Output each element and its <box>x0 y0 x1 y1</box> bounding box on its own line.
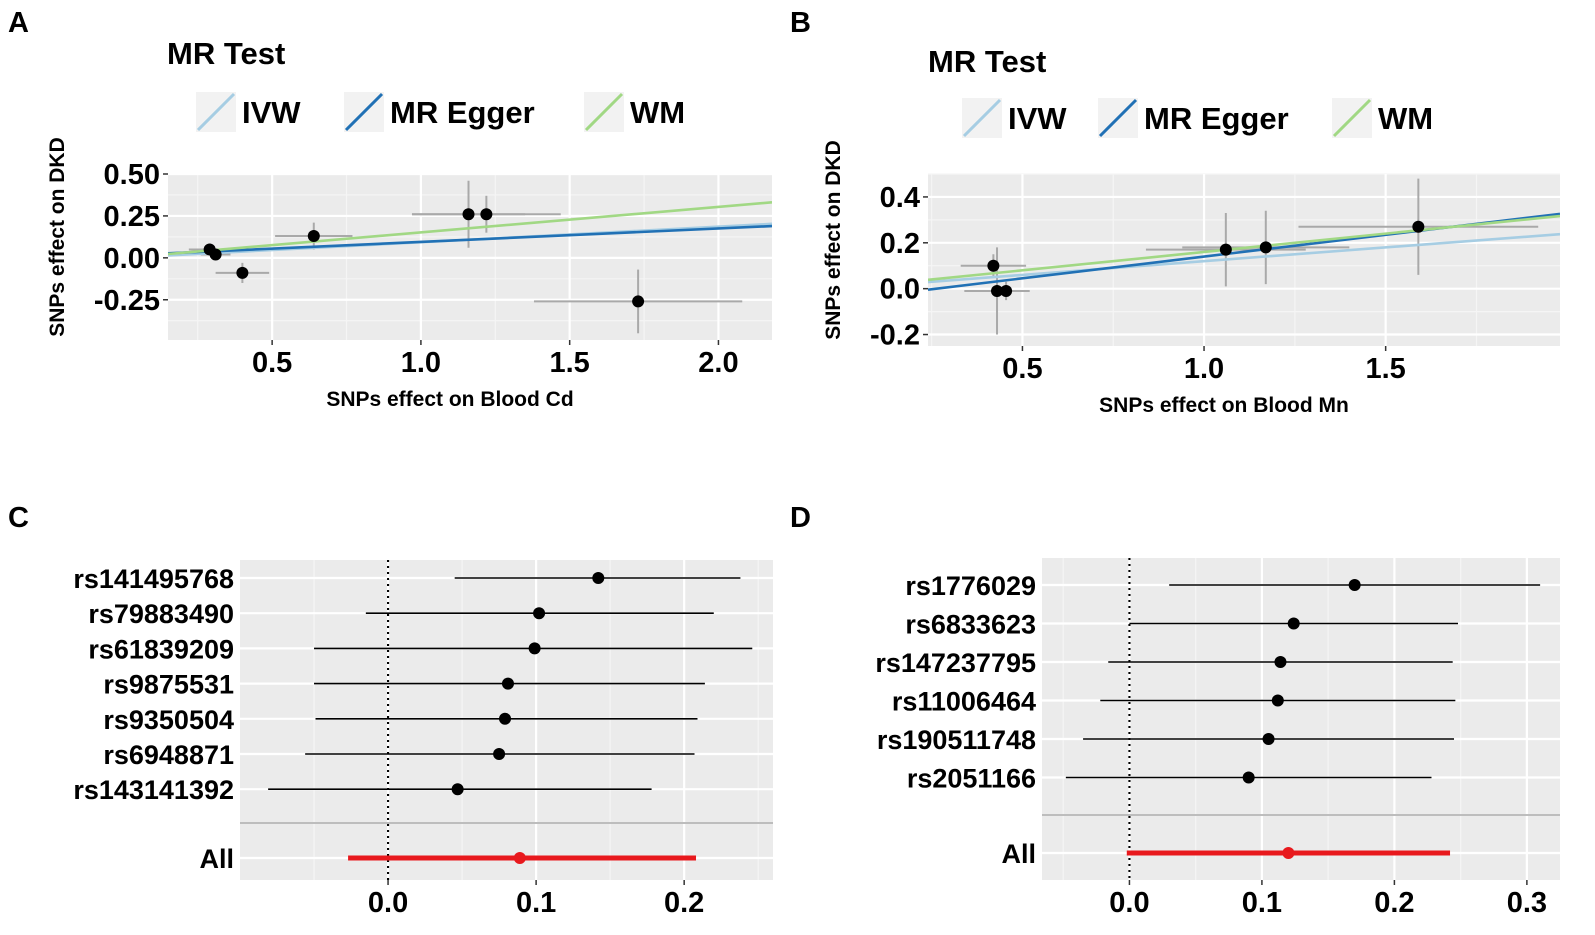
snp-point <box>480 208 493 221</box>
regression-line-wm <box>168 200 772 256</box>
estimate-point <box>1348 579 1361 591</box>
estimate-point <box>528 642 541 655</box>
panel-label: B <box>790 7 811 39</box>
regression-line-mr-egger <box>168 224 772 255</box>
overall-label: All <box>199 844 234 874</box>
panel-a: A MR Test IVW MR Egger WM 0.5 1.0 1.5 2.0 0.50 0.2… <box>8 7 772 411</box>
estimate-point <box>533 607 546 620</box>
estimate-point <box>451 783 464 796</box>
overall-label: All <box>1001 839 1036 869</box>
x-tick-label: 1.0 <box>1184 353 1224 385</box>
legend-title: MR Test <box>928 44 1046 79</box>
legend-label: WM <box>1378 101 1433 136</box>
panel-c: C 0.0 0.1 0.2 rs141495768 rs79883490 rs6183920… <box>8 502 773 919</box>
legend-key-line <box>1098 98 1138 138</box>
overall-estimate-point <box>513 852 526 864</box>
legend-title: MR Test <box>167 36 285 71</box>
snp-label: rs2051166 <box>907 764 1036 794</box>
x-tick-label: 1.0 <box>401 347 441 379</box>
panel-b: B MR Test IVW MR Egger WM 0.5 1.0 1.5 0.4 0.2 0.0 -… <box>790 7 1560 417</box>
snp-label: rs11006464 <box>892 687 1036 717</box>
snp-label: rs141495768 <box>73 564 234 594</box>
overall-estimate-point <box>1282 847 1295 859</box>
x-tick-label: 0.1 <box>1242 887 1282 919</box>
y-tick-label: 0.00 <box>104 243 160 275</box>
estimate-point <box>501 677 514 690</box>
estimate-point <box>1271 694 1284 707</box>
x-tick-label: 0.1 <box>516 887 556 919</box>
snp-label: rs190511748 <box>877 725 1036 755</box>
snp-point <box>1000 284 1013 297</box>
snp-point <box>991 284 1004 297</box>
snp-label: rs61839209 <box>88 634 234 664</box>
y-tick-label: -0.25 <box>94 285 160 317</box>
x-tick-label: 1.5 <box>1365 353 1405 385</box>
plot-area <box>168 180 772 334</box>
y-tick-label: 0.0 <box>880 274 920 306</box>
legend-label: MR Egger <box>1144 101 1289 136</box>
x-tick-label: 0.0 <box>1109 887 1149 919</box>
snp-point <box>1259 241 1272 254</box>
snp-label: rs143141392 <box>73 775 234 805</box>
regression-line-wm <box>928 214 1560 282</box>
x-tick-label: 2.0 <box>698 347 738 379</box>
y-axis-title: SNPs effect on DKD <box>46 137 69 337</box>
plot-panel <box>1042 558 1560 880</box>
estimate-point <box>493 748 506 760</box>
legend-key-line <box>344 92 384 132</box>
estimate-point <box>1274 656 1287 668</box>
legend-key-line <box>196 92 236 132</box>
y-tick-label: 0.2 <box>880 228 920 260</box>
legend-label: MR Egger <box>390 95 535 130</box>
estimate-point <box>1287 617 1300 630</box>
y-tick-label: 0.50 <box>104 159 160 191</box>
panel-label: C <box>8 502 29 534</box>
y-tick-label: 0.25 <box>104 201 160 233</box>
legend-label: IVW <box>1008 101 1067 136</box>
x-tick-label: 0.3 <box>1507 887 1547 919</box>
snp-label: rs9875531 <box>103 670 234 700</box>
legend-label: IVW <box>242 95 301 130</box>
plot-panel <box>928 174 1560 346</box>
plot-area <box>928 178 1560 335</box>
y-tick-label: -0.2 <box>870 320 920 352</box>
x-tick-label: 1.5 <box>550 347 590 379</box>
snp-point <box>462 208 475 221</box>
snp-label: rs79883490 <box>88 599 234 629</box>
legend-label: WM <box>630 95 685 130</box>
x-tick-label: 0.5 <box>252 347 292 379</box>
legend-key-line <box>1332 98 1372 138</box>
estimate-point <box>1262 733 1275 745</box>
x-axis-title: SNPs effect on Blood Mn <box>1099 394 1349 417</box>
panel-label: A <box>8 7 29 39</box>
legend-key-line <box>584 92 624 132</box>
snp-point <box>307 230 320 243</box>
y-axis-title: SNPs effect on DKD <box>822 140 845 340</box>
snp-label: rs6948871 <box>103 740 234 770</box>
y-tick-label: 0.4 <box>880 182 920 214</box>
snp-point <box>1219 243 1232 256</box>
snp-label: rs9350504 <box>103 705 234 735</box>
x-axis-title: SNPs effect on Blood Cd <box>326 388 573 411</box>
x-tick-label: 0.2 <box>1374 887 1414 919</box>
snp-point <box>632 295 645 308</box>
legend-key-line <box>962 98 1002 138</box>
estimate-point <box>592 572 605 584</box>
snp-label: rs147237795 <box>875 648 1036 678</box>
snp-point <box>209 248 222 261</box>
snp-point <box>987 259 1000 272</box>
x-tick-label: 0.2 <box>664 887 704 919</box>
estimate-point <box>1242 771 1255 784</box>
x-tick-label: 0.5 <box>1002 353 1042 385</box>
panel-d: D 0.0 0.1 0.2 0.3 rs1776029 rs6833623 rs1472377… <box>790 502 1560 919</box>
snp-point <box>236 266 249 279</box>
x-tick-label: 0.0 <box>368 887 408 919</box>
snp-point <box>1412 220 1425 233</box>
snp-label: rs1776029 <box>905 571 1036 601</box>
panel-label: D <box>790 502 811 534</box>
estimate-point <box>499 712 512 725</box>
snp-label: rs6833623 <box>905 610 1036 640</box>
regression-line-ivw <box>928 232 1560 284</box>
